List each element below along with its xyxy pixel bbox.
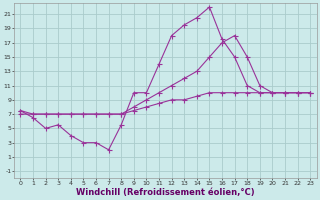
X-axis label: Windchill (Refroidissement éolien,°C): Windchill (Refroidissement éolien,°C)	[76, 188, 255, 197]
